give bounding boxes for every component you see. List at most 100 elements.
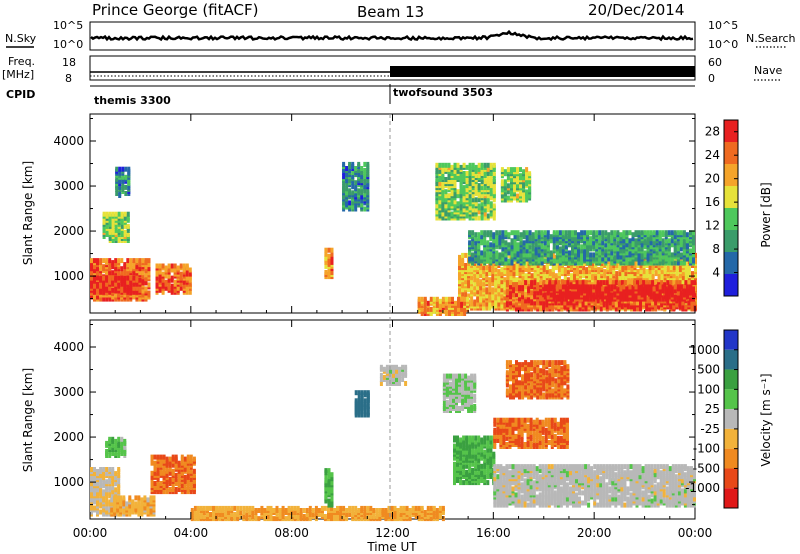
heatmap-cell <box>525 248 529 254</box>
heatmap-cell <box>685 236 689 242</box>
heatmap-cell <box>447 185 451 191</box>
heatmap-cell <box>93 264 96 270</box>
heatmap-cell <box>601 286 605 292</box>
heatmap-cell <box>687 269 691 275</box>
heatmap-cell <box>597 273 601 279</box>
heatmap-cell <box>182 263 186 269</box>
heatmap-cell <box>564 230 568 236</box>
heatmap-cell <box>127 166 131 172</box>
heatmap-cell <box>582 265 586 271</box>
heatmap-cell <box>681 271 685 277</box>
heatmap-cell <box>518 292 521 298</box>
heatmap-cell <box>621 265 625 271</box>
heatmap-cell <box>132 289 136 295</box>
heatmap-cell <box>571 230 574 236</box>
heatmap-cell <box>678 280 682 286</box>
heatmap-cell <box>605 304 609 310</box>
heatmap-cell <box>685 288 689 294</box>
heatmap-cell <box>123 287 127 293</box>
heatmap-cell <box>495 254 499 260</box>
heatmap-cell <box>491 295 495 301</box>
heatmap-cell <box>456 189 460 195</box>
heatmap-cell <box>468 240 472 246</box>
nave-tick-low: 0 <box>708 72 715 85</box>
heatmap-cell <box>147 258 151 264</box>
heatmap-cell <box>96 258 99 264</box>
heatmap-cell <box>646 284 650 290</box>
heatmap-cell <box>438 168 442 174</box>
freq-trace <box>90 66 695 77</box>
heatmap-cell <box>648 275 652 281</box>
heatmap-cell <box>524 284 528 290</box>
heatmap-cell <box>564 284 568 290</box>
heatmap-cell <box>464 252 468 258</box>
heatmap-cell <box>117 258 121 264</box>
heatmap-cell <box>429 296 433 302</box>
heatmap-cell <box>497 291 501 297</box>
heatmap-cell <box>658 252 662 258</box>
heatmap-cell <box>578 280 582 286</box>
heatmap-cell <box>661 230 665 236</box>
heatmap-cell <box>676 240 680 246</box>
heatmap-cell <box>503 295 507 301</box>
heatmap-cell <box>617 282 621 288</box>
heatmap-cell <box>120 270 124 276</box>
heatmap-cell <box>477 183 481 189</box>
heatmap-cell <box>342 200 346 206</box>
heatmap-cell <box>549 234 553 240</box>
heatmap-cell <box>622 284 626 290</box>
heatmap-cell <box>105 232 109 237</box>
heatmap-cell <box>474 197 478 203</box>
heatmap-cell <box>132 275 136 281</box>
heatmap-cell <box>515 282 518 288</box>
heatmap-cell <box>619 286 623 292</box>
heatmap-cell <box>348 168 352 173</box>
heatmap-cell <box>138 258 142 264</box>
heatmap-cell <box>598 238 602 244</box>
heatmap-cell <box>664 286 668 292</box>
nsky-trace <box>90 29 694 42</box>
heatmap-cell <box>120 217 124 223</box>
heatmap-cell <box>639 269 643 275</box>
heatmap-cell <box>453 175 457 180</box>
heatmap-cell <box>126 258 130 264</box>
heatmap-cell <box>684 263 688 268</box>
heatmap-cell <box>173 263 177 269</box>
heatmap-cell <box>132 258 136 264</box>
heatmap-cell <box>670 252 674 258</box>
heatmap-cell <box>497 277 501 283</box>
heatmap-cell <box>357 161 361 167</box>
heatmap-cell <box>456 175 460 180</box>
heatmap-cell <box>676 260 680 266</box>
heatmap-cell <box>560 279 564 285</box>
heatmap-cell <box>534 260 538 266</box>
heatmap-cell <box>447 162 451 168</box>
heatmap-cell <box>444 304 448 310</box>
heatmap-cell <box>561 250 565 256</box>
heatmap-cell <box>692 230 695 236</box>
heatmap-cell <box>515 292 518 298</box>
heatmap-cell <box>447 211 451 217</box>
heatmap-cell <box>483 197 487 203</box>
nave-tick-high: 60 <box>708 56 722 69</box>
heatmap-cell <box>692 286 695 292</box>
heatmap-cell <box>463 306 467 312</box>
heatmap-cell <box>179 275 183 281</box>
heatmap-cell <box>185 271 189 277</box>
heatmap-cell <box>652 230 656 236</box>
heatmap-cell <box>458 271 461 277</box>
heatmap-cell <box>500 283 504 289</box>
heatmap-cell <box>509 304 512 310</box>
heatmap-cell <box>144 294 148 300</box>
heatmap-cell <box>138 277 142 283</box>
heatmap-cell <box>614 302 618 308</box>
heatmap-cell <box>488 267 492 273</box>
heatmap-cell <box>603 269 607 275</box>
heatmap-cell <box>477 173 481 178</box>
heatmap-cell <box>566 277 570 283</box>
heatmap-cell <box>124 184 128 190</box>
heatmap-cell <box>185 263 189 269</box>
heatmap-cell <box>558 230 562 236</box>
heatmap-cell <box>527 267 531 273</box>
heatmap-cell <box>588 279 592 285</box>
